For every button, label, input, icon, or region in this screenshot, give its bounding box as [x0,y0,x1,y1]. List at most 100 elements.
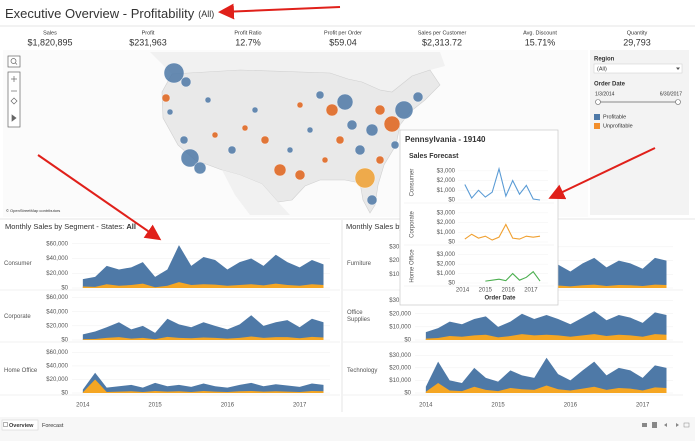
tab-icons [642,422,690,428]
y-tick-label: $20,000 [389,311,411,317]
slider-handle[interactable] [675,99,681,105]
y-tick-label: $20,000 [389,365,411,371]
chart-title: Monthly Sales by Category [346,222,436,231]
tooltip-x-tick-label: 2016 [501,288,515,294]
area [425,382,667,393]
y-tick-label: $60,000 [46,241,68,247]
tooltip-y-tick-label: $2,000 [437,262,456,268]
tooltip-y-tick-label: $1,000 [437,230,456,236]
y-tick-label: $20,000 [46,377,68,383]
kpi-value: 15.71% [525,37,556,47]
row-label: Consumer [4,260,32,267]
title-text: Executive Overview - Profitability [5,6,195,21]
y-tick-label: $40,000 [46,309,68,315]
row-label-box: Consumer [4,260,32,267]
tooltip-y-tick-label: $0 [448,281,455,287]
y-tick-label: $60,000 [46,295,68,301]
x-tick-label: 2016 [221,403,235,409]
tab-icon [3,422,8,427]
row-label-box: Corporate [4,314,31,320]
y-tick-label: $0 [61,391,68,397]
y-tick-label: $40,000 [46,364,68,370]
map-attribution: © OpenStreetMap contributors [6,208,60,213]
chart-title-text: Monthly Sales by Category [346,222,436,231]
tooltip-box [399,129,559,306]
row-label-box: Technology [347,367,378,374]
tab[interactable] [1,419,39,431]
tooltip-row-label: Consumer [410,169,416,197]
chart-title: Monthly Sales by Segment - States: All [5,222,136,231]
sparkline [485,270,541,282]
mexico [222,170,290,215]
kpi-label: Sales per Customer [418,30,467,36]
row-label: Technology [347,367,378,374]
tooltip-row-label: Corporate [410,211,416,238]
y-tick-label: $10,000 [389,378,411,384]
y-tick-label: $60,000 [46,350,68,356]
y-tick-label: $10,000 [389,324,411,330]
kpi-label: Quantity [627,30,648,36]
dashboard-title: Executive Overview - Profitability (All) [5,6,214,21]
x-tick-label: 2014 [419,403,433,409]
y-tick-label: $0 [61,338,68,344]
kpi-value: 12.7% [235,37,261,47]
date-end: 6/30/2017 [660,91,682,97]
kpi-label: Sales [43,30,57,36]
sparkline [464,166,541,201]
x-tick-label: 2014 [76,403,90,409]
x-tick-label: 2017 [636,403,650,409]
map-toolbar[interactable] [7,71,21,128]
chart-title-text: Monthly Sales by Segment - States: [5,222,126,231]
date-label: Order Date [594,82,626,88]
area [425,334,667,340]
y-tick-label: $20,000 [46,271,68,277]
y-tick-label: $0 [404,338,411,344]
legend: Profitable Unprofitable [594,114,633,129]
map-search[interactable] [7,55,21,68]
tooltip-y-tick-label: $3,000 [437,210,456,216]
kpi-value: $59.04 [329,37,357,47]
legend-label: Unprofitable [603,123,633,129]
tooltip-y-tick-label: $1,000 [437,188,456,194]
slider-handle[interactable] [595,99,601,105]
area [82,336,324,340]
area [82,245,324,288]
kpi-value: $1,820,895 [27,37,72,47]
kpi-value: $231,963 [129,37,167,47]
x-tick-label: 2017 [293,403,307,409]
y-tick-label: $20,000 [46,323,68,329]
tab-label: Overview [9,423,34,429]
date-start: 1/3/2014 [595,91,615,97]
region-value: (All) [597,66,607,72]
tab-bar [0,417,695,441]
tooltip-y-tick-label: $3,000 [437,168,456,174]
row-label-box: Office Supplies [347,310,371,323]
tooltip-row-label: Home Office [410,249,416,283]
legend-swatch [594,114,600,120]
chart-title-bold: All [126,222,136,231]
tooltip: Pennsylvania - 19140 Sales Forecast Orde… [399,129,559,306]
kpi-label: Profit Ratio [234,30,261,36]
row-label: Home Office [4,367,38,374]
region-label: Region [594,57,615,63]
row-label: Office Supplies [347,310,371,323]
area [425,311,667,340]
tooltip-x-tick-label: 2014 [456,288,470,294]
area [82,315,324,340]
tooltip-x-label: Order Date [484,296,516,302]
map-bubbles [161,62,424,206]
area [425,357,667,393]
tab-label[interactable]: Forecast [42,423,64,429]
row-label-box: Furniture [347,261,371,267]
kpi-label: Avg. Discount [523,30,557,36]
kpi-label: Profit per Order [324,30,362,36]
x-tick-label: 2015 [148,403,162,409]
dropdown-arrow [676,67,680,70]
region-dropdown[interactable] [593,63,683,74]
tooltip-x-tick-label: 2015 [479,288,493,294]
tooltip-y-tick-label: $2,000 [437,220,456,226]
area [82,372,324,393]
y-tick-label: $0 [404,391,411,397]
